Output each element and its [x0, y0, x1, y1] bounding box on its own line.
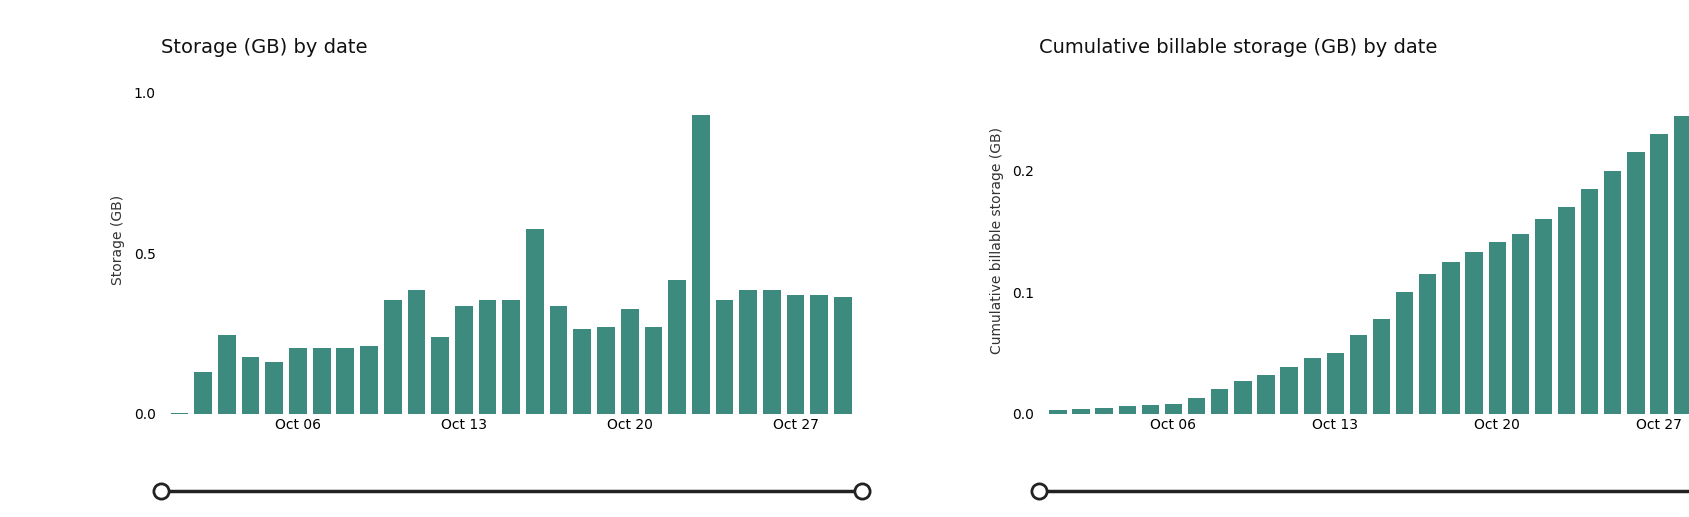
Point	[1025, 486, 1052, 495]
Bar	[1603, 171, 1620, 414]
Bar	[1164, 404, 1181, 414]
Y-axis label: Cumulative billable storage (GB): Cumulative billable storage (GB)	[990, 127, 1003, 354]
Bar	[502, 300, 520, 414]
Text: Cumulative billable storage (GB) by date: Cumulative billable storage (GB) by date	[1039, 38, 1437, 57]
Point	[848, 486, 875, 495]
Bar	[1211, 389, 1228, 414]
Bar	[1419, 274, 1436, 414]
Bar	[1650, 134, 1667, 414]
Bar	[549, 306, 568, 414]
Bar	[1350, 334, 1366, 414]
Bar	[1326, 353, 1343, 414]
Bar	[407, 290, 426, 414]
Bar	[785, 295, 804, 414]
Bar	[1233, 381, 1252, 414]
Bar	[1672, 116, 1689, 414]
Bar	[811, 295, 828, 414]
Bar	[1118, 406, 1135, 414]
Bar	[336, 348, 355, 414]
Bar	[1441, 262, 1459, 414]
Bar	[620, 309, 638, 414]
Bar	[312, 348, 331, 414]
Bar	[644, 327, 662, 414]
Bar	[738, 290, 757, 414]
Bar	[1627, 153, 1643, 414]
Bar	[431, 337, 449, 414]
Bar	[1142, 405, 1159, 414]
Bar	[383, 300, 402, 414]
Bar	[1187, 398, 1204, 414]
Point	[147, 486, 174, 495]
Bar	[573, 329, 591, 414]
Bar	[525, 229, 544, 414]
Bar	[1280, 368, 1297, 414]
Bar	[1464, 252, 1481, 414]
Bar	[1510, 234, 1529, 414]
Bar	[1488, 242, 1505, 414]
Bar	[478, 300, 497, 414]
Bar	[1071, 409, 1089, 414]
Bar	[360, 346, 378, 414]
Bar	[218, 335, 236, 414]
Bar	[1534, 219, 1551, 414]
Bar	[242, 357, 260, 414]
Bar	[714, 300, 733, 414]
Bar	[1049, 410, 1066, 414]
Bar	[1257, 375, 1274, 414]
Bar	[1302, 358, 1321, 414]
Bar	[1371, 319, 1390, 414]
Text: Storage (GB) by date: Storage (GB) by date	[160, 38, 367, 57]
Bar	[596, 327, 615, 414]
Bar	[289, 348, 307, 414]
Bar	[265, 362, 284, 414]
Bar	[1395, 292, 1412, 414]
Bar	[171, 413, 187, 414]
Y-axis label: Storage (GB): Storage (GB)	[111, 195, 125, 285]
Bar	[454, 306, 473, 414]
Bar	[691, 115, 709, 414]
Bar	[1557, 207, 1574, 414]
Bar	[194, 372, 211, 414]
Bar	[762, 290, 780, 414]
Bar	[1581, 189, 1598, 414]
Bar	[834, 297, 851, 414]
Bar	[1094, 407, 1111, 414]
Bar	[667, 281, 686, 414]
